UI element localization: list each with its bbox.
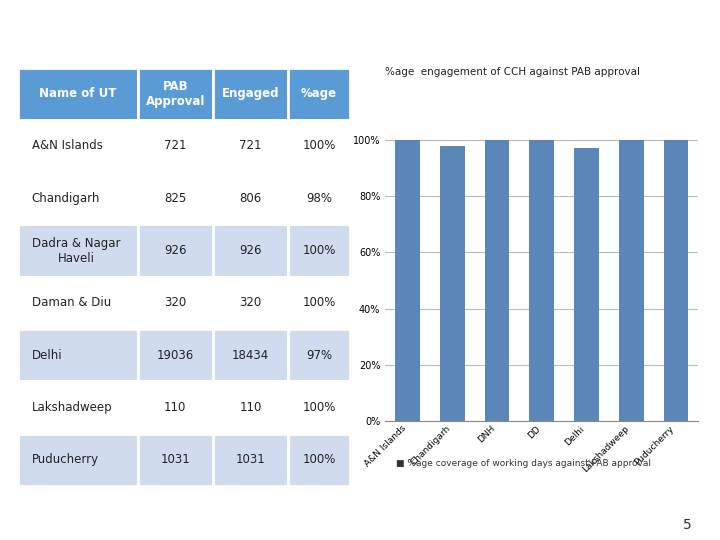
Bar: [395, 140, 420, 421]
Text: 825: 825: [164, 192, 186, 205]
Bar: [619, 140, 644, 421]
Text: 721: 721: [164, 139, 186, 152]
FancyBboxPatch shape: [288, 381, 350, 434]
FancyBboxPatch shape: [18, 120, 138, 172]
Text: 926: 926: [164, 244, 186, 257]
FancyBboxPatch shape: [288, 68, 350, 120]
FancyBboxPatch shape: [213, 276, 288, 329]
Text: 18434: 18434: [232, 349, 269, 362]
FancyBboxPatch shape: [213, 225, 288, 276]
FancyBboxPatch shape: [18, 329, 138, 381]
Text: Chandigarh: Chandigarh: [32, 192, 100, 205]
Bar: [485, 140, 509, 421]
Text: Name of UT: Name of UT: [39, 87, 117, 100]
Text: %age  engagement of CCH against PAB approval: %age engagement of CCH against PAB appro…: [385, 68, 640, 77]
Text: Puducherry: Puducherry: [32, 454, 99, 467]
FancyBboxPatch shape: [18, 276, 138, 329]
Text: 110: 110: [164, 401, 186, 414]
FancyBboxPatch shape: [288, 276, 350, 329]
Bar: [575, 148, 599, 421]
Bar: [664, 140, 688, 421]
FancyBboxPatch shape: [288, 434, 350, 486]
Text: Engaged: Engaged: [222, 87, 279, 100]
Text: Lakshadweep: Lakshadweep: [32, 401, 112, 414]
FancyBboxPatch shape: [18, 225, 138, 276]
Text: 100%: 100%: [302, 454, 336, 467]
Text: Delhi: Delhi: [32, 349, 63, 362]
FancyBboxPatch shape: [138, 225, 213, 276]
FancyBboxPatch shape: [18, 172, 138, 225]
FancyBboxPatch shape: [213, 172, 288, 225]
FancyBboxPatch shape: [288, 329, 350, 381]
FancyBboxPatch shape: [138, 172, 213, 225]
Text: 1031: 1031: [161, 454, 190, 467]
FancyBboxPatch shape: [288, 120, 350, 172]
Text: %age: %age: [301, 87, 337, 100]
FancyBboxPatch shape: [213, 381, 288, 434]
Text: 320: 320: [240, 296, 261, 309]
Text: 721: 721: [239, 139, 262, 152]
Text: ■ %age coverage of working days against PAB approval: ■ %age coverage of working days against …: [396, 459, 651, 468]
FancyBboxPatch shape: [288, 172, 350, 225]
Text: A&N Islands: A&N Islands: [32, 139, 102, 152]
Text: 97%: 97%: [306, 349, 332, 362]
FancyBboxPatch shape: [213, 329, 288, 381]
Text: Engagement of Cook-cum-helpers (Primary & U. Primary): Engagement of Cook-cum-helpers (Primary …: [11, 19, 685, 39]
Text: 5: 5: [683, 518, 691, 532]
FancyBboxPatch shape: [213, 120, 288, 172]
FancyBboxPatch shape: [18, 68, 138, 120]
Text: 98%: 98%: [306, 192, 332, 205]
Text: 1031: 1031: [235, 454, 266, 467]
Text: 100%: 100%: [302, 296, 336, 309]
Bar: [440, 146, 464, 421]
FancyBboxPatch shape: [138, 276, 213, 329]
FancyBboxPatch shape: [213, 68, 288, 120]
Text: 320: 320: [164, 296, 186, 309]
Text: 100%: 100%: [302, 401, 336, 414]
Bar: [529, 140, 554, 421]
FancyBboxPatch shape: [18, 381, 138, 434]
FancyBboxPatch shape: [138, 68, 213, 120]
Text: 100%: 100%: [302, 139, 336, 152]
FancyBboxPatch shape: [138, 434, 213, 486]
Text: 806: 806: [240, 192, 261, 205]
Text: 100%: 100%: [302, 244, 336, 257]
Text: PAB
Approval: PAB Approval: [145, 80, 205, 107]
Text: 926: 926: [239, 244, 262, 257]
FancyBboxPatch shape: [213, 434, 288, 486]
FancyBboxPatch shape: [288, 225, 350, 276]
FancyBboxPatch shape: [138, 329, 213, 381]
Text: 19036: 19036: [157, 349, 194, 362]
FancyBboxPatch shape: [18, 434, 138, 486]
Text: Dadra & Nagar
Haveli: Dadra & Nagar Haveli: [32, 237, 120, 265]
Text: Daman & Diu: Daman & Diu: [32, 296, 111, 309]
Text: 110: 110: [239, 401, 262, 414]
FancyBboxPatch shape: [138, 381, 213, 434]
FancyBboxPatch shape: [138, 120, 213, 172]
